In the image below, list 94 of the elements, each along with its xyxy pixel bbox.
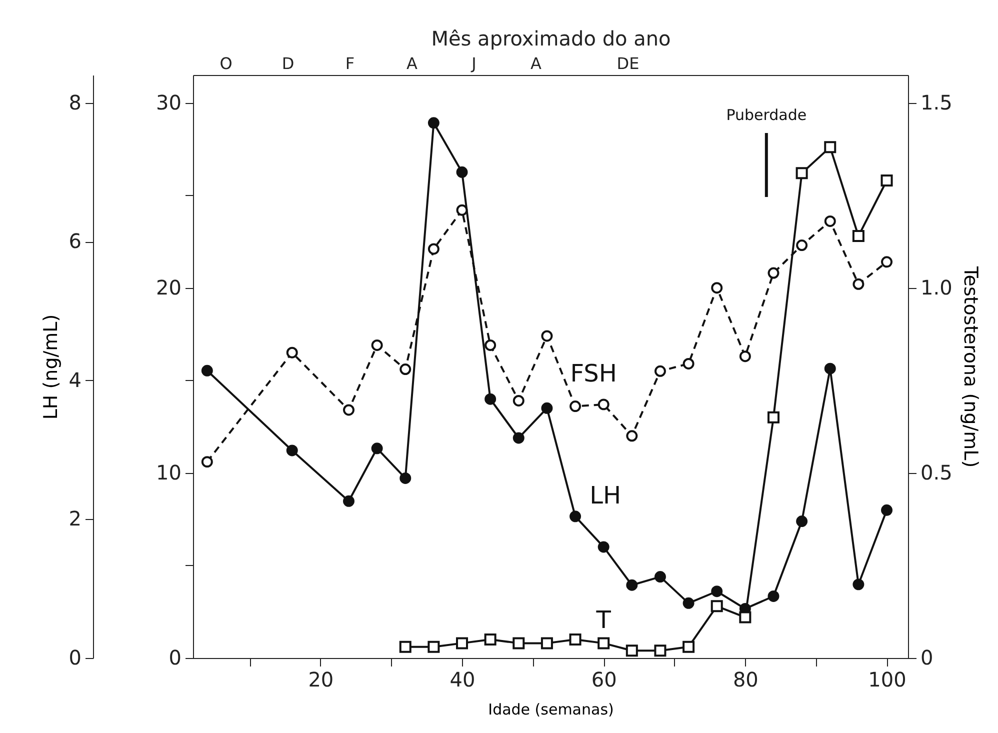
- point: [201, 364, 213, 376]
- point: [570, 510, 582, 522]
- point: [682, 597, 694, 609]
- point: [512, 395, 524, 406]
- text: J: [470, 54, 476, 73]
- point: [570, 400, 582, 412]
- point: [400, 472, 412, 484]
- y-tick-label: 0: [68, 646, 82, 670]
- x-tick-label: 60: [591, 668, 617, 692]
- point: [286, 444, 298, 456]
- x-tick-label: 80: [732, 668, 758, 692]
- point: [852, 578, 864, 590]
- point: [796, 167, 808, 180]
- point: [456, 204, 468, 216]
- point: [880, 174, 893, 186]
- point: [286, 346, 298, 358]
- point: [484, 393, 496, 405]
- y2-tick-label: 0: [920, 646, 934, 670]
- y2-tick-label: 1.0: [920, 275, 952, 300]
- point: [456, 166, 468, 178]
- ref-line-label: Puberdade: [726, 106, 807, 124]
- point: [399, 640, 412, 653]
- point: [654, 571, 666, 583]
- point: [541, 330, 553, 342]
- point: [767, 411, 780, 424]
- y2-tick-label: 1.5: [920, 90, 952, 114]
- y3-tick-label: 30: [156, 90, 182, 114]
- point: [626, 579, 638, 591]
- point: [626, 644, 638, 657]
- point: [852, 230, 864, 242]
- point: [598, 541, 610, 553]
- point: [343, 404, 354, 416]
- point: [598, 637, 610, 650]
- y-tick-label: 8: [68, 90, 82, 114]
- point: [626, 430, 638, 442]
- point: [739, 611, 752, 624]
- point: [598, 398, 610, 410]
- point: [484, 339, 496, 351]
- point: [654, 644, 666, 657]
- point: [881, 504, 893, 516]
- text: D: [282, 54, 294, 73]
- point: [400, 364, 412, 376]
- point: [711, 282, 723, 294]
- point: [824, 141, 836, 154]
- series-label: T: [595, 606, 612, 634]
- x-tick-label: 40: [450, 668, 476, 692]
- point: [711, 586, 723, 598]
- point: [428, 640, 440, 653]
- point: [796, 516, 808, 528]
- point: [201, 456, 213, 468]
- point: [654, 365, 666, 377]
- point: [540, 637, 553, 650]
- point: [569, 633, 582, 646]
- y-tick-label: 2: [68, 506, 82, 531]
- point: [484, 633, 496, 646]
- x2-axis-title: Mês aproximado do ano: [431, 26, 671, 50]
- series-label: FSH: [570, 359, 617, 388]
- point: [739, 350, 751, 362]
- text: A: [406, 54, 418, 73]
- x-tick-label: 20: [308, 668, 334, 692]
- text: O: [220, 54, 232, 73]
- point: [343, 495, 354, 507]
- y2-tick-label: 0.5: [920, 460, 952, 484]
- point: [768, 267, 780, 279]
- point: [824, 215, 836, 227]
- point: [541, 402, 553, 414]
- point: [428, 243, 440, 255]
- point: [512, 432, 524, 444]
- y-tick-label: 4: [68, 368, 82, 392]
- point: [682, 358, 694, 370]
- point: [796, 240, 808, 252]
- x-tick-label: 100: [868, 668, 906, 692]
- point: [768, 590, 780, 602]
- y-axis-title: LH (ng/mL): [40, 314, 62, 420]
- point: [852, 278, 864, 290]
- point: [428, 117, 440, 129]
- point: [512, 637, 525, 650]
- point: [682, 640, 695, 653]
- text: F: [345, 54, 355, 73]
- y2-axis-title: Testosterona (ng/mL): [959, 265, 982, 468]
- text: A: [530, 54, 542, 73]
- point: [371, 339, 383, 351]
- y3-tick-label: 0: [168, 646, 182, 670]
- y-tick-label: 6: [68, 229, 82, 254]
- x-axis-title: Idade (semanas): [488, 700, 614, 718]
- point: [881, 256, 893, 268]
- y3-tick-label: 20: [156, 275, 182, 300]
- text: DE: [616, 54, 640, 73]
- point: [371, 442, 383, 454]
- point: [710, 600, 723, 612]
- point: [456, 637, 468, 650]
- point: [824, 362, 836, 374]
- y3-tick-label: 10: [156, 460, 182, 484]
- series-label: LH: [590, 481, 621, 510]
